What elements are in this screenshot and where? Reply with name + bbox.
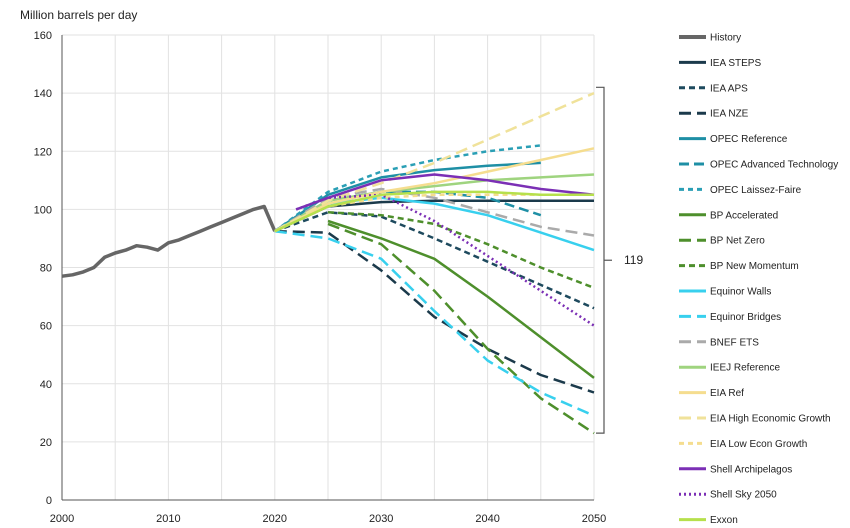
legend-label-bp-net-zero: BP Net Zero: [710, 236, 765, 247]
y-tick-label: 160: [34, 30, 52, 42]
series-line-equinor-bridges: [274, 229, 595, 417]
legend: History IEA STEPS IEA APS IEA NZE OPEC Refer…: [679, 33, 838, 526]
legend-label-bnef-ets: BNEF ETS: [710, 337, 759, 348]
legend-label-shell-archipelagos: Shell Archipelagos: [710, 464, 792, 475]
legend-label-shell-sky-2050: Shell Sky 2050: [710, 490, 777, 501]
legend-label-iea-nze: IEA NZE: [710, 109, 749, 120]
series-line-bp-net-zero: [327, 222, 595, 435]
legend-label-iea-aps: IEA APS: [710, 83, 748, 94]
legend-label-bp-accelerated: BP Accelerated: [710, 210, 778, 221]
series-line-bp-new-momentum: [327, 211, 595, 289]
series-line-eia-ref: [274, 147, 595, 233]
x-tick-label: 2030: [369, 513, 393, 525]
legend-label-equinor-bridges: Equinor Bridges: [710, 312, 781, 323]
legend-label-exxon: Exxon: [710, 515, 738, 526]
series-line-opec-laissez-faire: [274, 144, 541, 233]
legend-label-eia-high-economic-growth: EIA High Economic Growth: [710, 414, 831, 425]
series-line-iea-aps: [274, 211, 595, 310]
legend-label-eia-ref: EIA Ref: [710, 388, 744, 399]
range-bracket: 119: [596, 86, 643, 434]
y-tick-label: 80: [40, 263, 52, 275]
series-line-history: [61, 204, 277, 278]
y-tick-label: 20: [40, 437, 52, 449]
series-line-eia-high-economic-growth: [274, 91, 595, 233]
x-tick-label: 2000: [50, 513, 74, 525]
y-tick-label: 40: [40, 379, 52, 391]
legend-label-opec-laissez-faire: OPEC Laissez-Faire: [710, 185, 802, 196]
x-tick-label: 2020: [263, 513, 287, 525]
series-line-exxon: [274, 190, 594, 233]
legend-label-equinor-walls: Equinor Walls: [710, 287, 771, 298]
legend-label-eia-low-econ-growth: EIA Low Econ Growth: [710, 439, 807, 450]
x-tick-label: 2050: [582, 513, 606, 525]
series-line-bp-accelerated: [327, 219, 595, 379]
y-tick-label: 0: [46, 495, 52, 507]
y-tick-label: 140: [34, 88, 52, 100]
series-lines: [61, 91, 595, 435]
legend-label-iea-steps: IEA STEPS: [710, 58, 761, 69]
series-line-shell-archipelagos: [295, 173, 595, 211]
y-tick-label: 100: [34, 204, 52, 216]
bracket-label: 119: [624, 253, 643, 267]
series-line-iea-nze: [274, 229, 595, 394]
legend-label-opec-reference: OPEC Reference: [710, 134, 788, 145]
legend-label-bp-new-momentum: BP New Momentum: [710, 261, 799, 272]
x-tick-label: 2010: [156, 513, 180, 525]
y-tick-label: 120: [34, 146, 52, 158]
series-line-shell-sky-2050: [295, 193, 595, 327]
gridlines: [62, 34, 595, 500]
legend-label-history: History: [710, 33, 741, 44]
y-tick-label: 60: [40, 321, 52, 333]
x-tick-label: 2040: [475, 513, 499, 525]
legend-label-ieej-reference: IEEJ Reference: [710, 363, 780, 374]
y-axis-label: Million barrels per day: [20, 8, 137, 22]
bracket-line: [596, 86, 605, 434]
legend-label-opec-advanced-technology: OPEC Advanced Technology: [710, 160, 838, 171]
